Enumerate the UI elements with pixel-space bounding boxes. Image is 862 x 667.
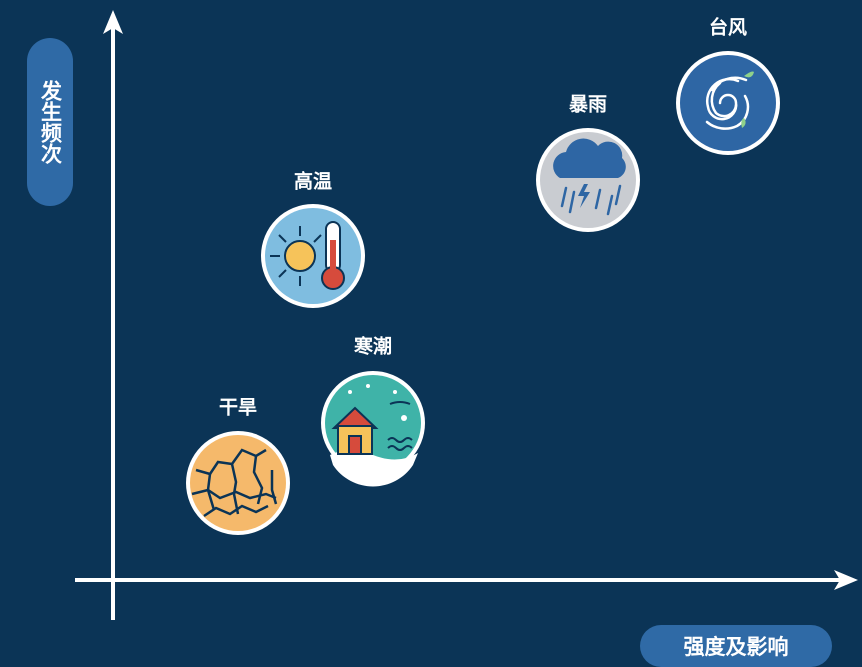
drought-icon [186, 431, 290, 535]
y-axis-label: 发生频次 [27, 38, 73, 206]
cold-wave-icon [321, 371, 425, 487]
node-label: 台风 [709, 16, 747, 39]
x-axis-text: 强度及影响 [683, 635, 789, 659]
heat-icon [261, 204, 365, 308]
y-arrow [103, 10, 123, 34]
node-label: 暴雨 [569, 94, 607, 116]
y-axis-text: 发生频次 [38, 80, 63, 164]
node-label: 寒潮 [354, 335, 392, 358]
node-label: 高温 [294, 170, 332, 193]
node-label: 干旱 [219, 397, 257, 419]
x-arrow [834, 570, 858, 590]
rainstorm-icon [536, 128, 640, 232]
typhoon-icon [676, 51, 780, 155]
x-axis-label: 强度及影响 [640, 625, 832, 667]
